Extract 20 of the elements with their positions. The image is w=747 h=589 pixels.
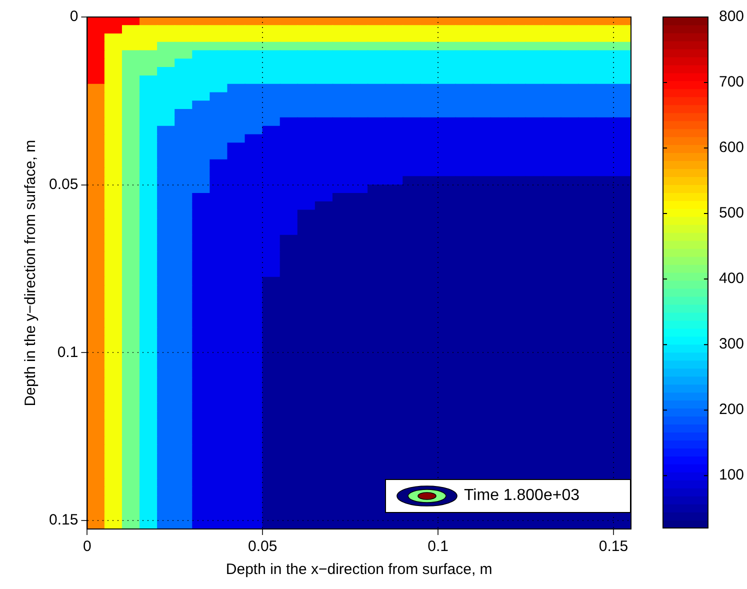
annotation: Time 1.800e+03 xyxy=(464,487,580,505)
y-tick-label: 0.1 xyxy=(57,344,78,361)
x-tick-label: 0.15 xyxy=(598,538,628,556)
x-tick-label: 0 xyxy=(83,538,92,556)
color-bar-label: 500 xyxy=(718,204,744,222)
color-bar-label: 100 xyxy=(718,466,744,484)
y-tick-label: 0.05 xyxy=(48,176,78,194)
color-bar-label: 200 xyxy=(718,401,744,418)
color-bar-label: 400 xyxy=(718,270,744,288)
x-axis-title: Depth in the x−direction from surface, m xyxy=(226,561,492,578)
note-box: Time 1.800e+03 xyxy=(385,479,631,513)
y-tick-label: 0 xyxy=(70,8,78,26)
x-tick-label: 0.1 xyxy=(428,538,448,556)
y-axis-title: Depth in the y−direction from surface, m xyxy=(22,140,40,406)
x-tick-label: 0.05 xyxy=(248,538,278,556)
y-tick-label: 0.15 xyxy=(48,512,78,529)
color-bar-label: 700 xyxy=(718,74,744,91)
color-bar-label: 800 xyxy=(718,8,744,26)
color-bar-label: 600 xyxy=(718,139,744,156)
color-bar-label: 300 xyxy=(718,336,744,353)
